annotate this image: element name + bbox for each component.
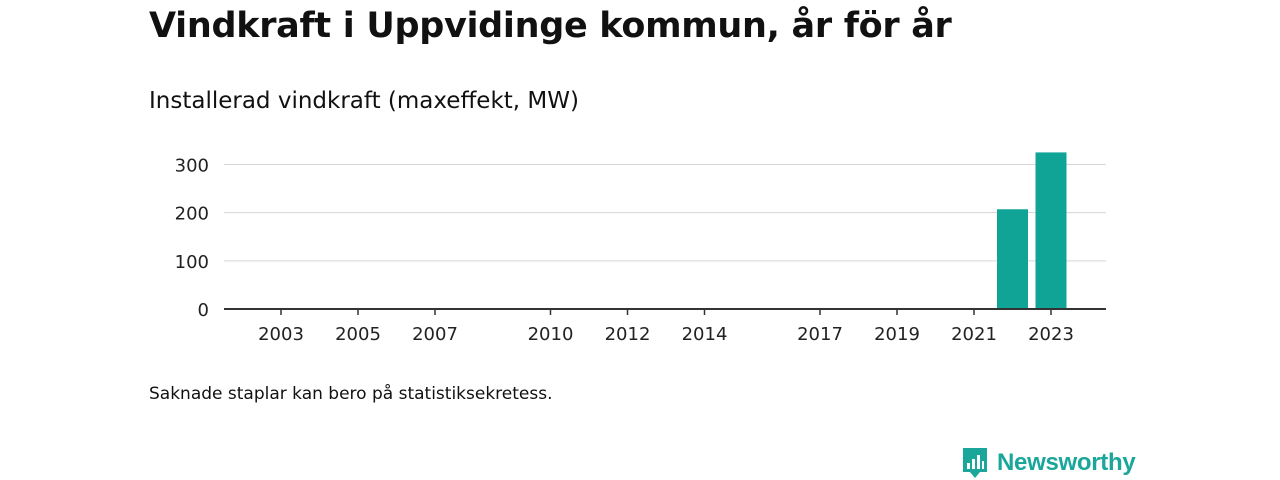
x-tick-label: 2021 xyxy=(951,324,997,345)
bar-2023 xyxy=(1035,152,1067,309)
newsworthy-logo-icon xyxy=(963,448,987,478)
x-tick-label: 2005 xyxy=(335,324,381,345)
y-tick-label: 200 xyxy=(175,204,209,225)
gridlines xyxy=(224,163,1106,262)
x-tick-label: 2010 xyxy=(528,324,574,345)
x-tick-label: 2023 xyxy=(1028,324,1074,345)
x-tick-label: 2007 xyxy=(412,324,458,345)
x-tick-label: 2014 xyxy=(682,324,728,345)
y-tick-label: 300 xyxy=(175,155,209,176)
footnote: Saknade staplar kan bero på statistiksek… xyxy=(149,384,553,404)
chart-title: Vindkraft i Uppvidinge kommun, år för år xyxy=(149,6,952,46)
x-axis-ticks: 2003 2005 2007 2010 2012 2014 2017 2019 2021 2023 xyxy=(258,309,1074,345)
x-tick-label: 2019 xyxy=(874,324,920,345)
y-tick-label: 100 xyxy=(175,252,209,273)
y-axis-ticks: 0 100 200 300 xyxy=(175,155,209,321)
chart-subtitle: Installerad vindkraft (maxeffekt, MW) xyxy=(149,88,579,114)
x-tick-label: 2012 xyxy=(605,324,651,345)
bars xyxy=(689,152,1067,309)
x-tick-label: 2017 xyxy=(797,324,843,345)
y-tick-label: 0 xyxy=(198,300,209,321)
brand-logo: Newsworthy xyxy=(961,446,1136,480)
x-tick-label: 2003 xyxy=(258,324,304,345)
brand-name: Newsworthy xyxy=(997,449,1136,476)
bar-2022 xyxy=(997,209,1028,309)
